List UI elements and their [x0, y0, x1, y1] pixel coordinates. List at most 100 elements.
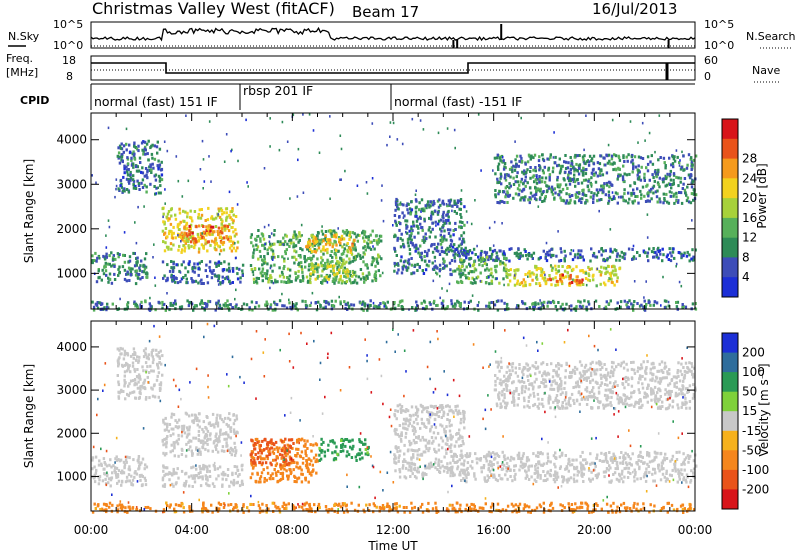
- echo-cell: [171, 449, 174, 453]
- echo-cell: [625, 155, 628, 159]
- echo-cell: [394, 456, 397, 460]
- echo-cell: [115, 473, 118, 477]
- echo-cell: [216, 230, 219, 233]
- echo-cell: [335, 248, 338, 252]
- echo-cell: [259, 480, 262, 484]
- echo-cell: [474, 281, 477, 285]
- echo-cell: [295, 480, 298, 484]
- echo-cell: [184, 454, 188, 458]
- echo-cell: [323, 277, 326, 281]
- echo-cell: [143, 476, 147, 480]
- echo-cell: [116, 475, 120, 479]
- noise-cell: [493, 220, 496, 224]
- noise-cell: [223, 160, 226, 163]
- echo-cell: [517, 247, 520, 251]
- echo-cell: [410, 238, 413, 242]
- echo-cell: [415, 219, 419, 223]
- echo-cell: [204, 433, 208, 436]
- echo-cell: [641, 157, 645, 160]
- echo-cell: [561, 265, 564, 268]
- echo-cell: [436, 410, 439, 414]
- echo-cell: [356, 453, 359, 457]
- echo-cell: [404, 422, 407, 426]
- echo-cell: [605, 153, 608, 157]
- noise-cell: [465, 210, 468, 213]
- noise-cell: [590, 185, 593, 188]
- echo-cell: [140, 170, 143, 174]
- echo-cell: [584, 162, 587, 166]
- echo-cell: [222, 211, 226, 215]
- echo-cell: [613, 283, 616, 287]
- echo-cell: [119, 458, 123, 462]
- echo-cell: [252, 277, 256, 281]
- echo-cell: [349, 260, 352, 264]
- echo-cell: [333, 273, 336, 277]
- echo-cell: [580, 249, 583, 253]
- echo-cell: [448, 445, 451, 449]
- echo-cell: [434, 209, 437, 213]
- echo-cell: [559, 247, 562, 251]
- echo-cell: [221, 281, 224, 285]
- echo-cell: [515, 254, 518, 258]
- echo-cell: [600, 198, 603, 201]
- echo-cell: [161, 439, 164, 443]
- echo-cell: [455, 440, 458, 444]
- echo-cell: [127, 190, 131, 194]
- echo-cell: [528, 270, 531, 274]
- echo-cell: [396, 262, 400, 266]
- echo-cell: [358, 234, 361, 237]
- noise-cell: [492, 169, 494, 172]
- echo-cell: [622, 156, 625, 160]
- echo-cell: [535, 273, 538, 277]
- echo-cell: [193, 304, 197, 308]
- echo-cell: [409, 475, 412, 478]
- echo-cell: [251, 466, 255, 470]
- echo-cell: [616, 467, 619, 471]
- echo-cell: [161, 207, 164, 211]
- echo-cell: [282, 267, 285, 271]
- echo-cell: [487, 268, 490, 272]
- echo-cell: [418, 208, 421, 212]
- noise-cell: [312, 129, 315, 132]
- echo-cell: [276, 450, 280, 454]
- echo-cell: [304, 444, 307, 448]
- echo-cell: [218, 304, 222, 308]
- echo-cell: [401, 466, 404, 470]
- echo-cell: [567, 265, 571, 268]
- echo-cell: [236, 480, 239, 484]
- echo-cell: [124, 458, 128, 462]
- echo-cell: [457, 432, 460, 435]
- echo-cell: [449, 471, 452, 474]
- echo-cell: [462, 420, 465, 424]
- echo-cell: [441, 215, 444, 218]
- echo-cell: [398, 434, 401, 438]
- echo-cell: [457, 265, 461, 268]
- echo-cell: [149, 163, 152, 167]
- echo-cell: [393, 261, 396, 265]
- echo-cell: [685, 254, 689, 258]
- echo-cell: [449, 243, 453, 247]
- echo-cell: [334, 299, 337, 303]
- echo-cell: [400, 255, 403, 259]
- echo-cell: [368, 272, 371, 276]
- echo-cell: [428, 301, 431, 305]
- echo-cell: [169, 222, 173, 226]
- noise-cell: [552, 156, 555, 159]
- echo-cell: [184, 241, 187, 245]
- echo-cell: [233, 418, 237, 422]
- echo-cell: [670, 163, 673, 167]
- echo-cell: [215, 416, 218, 420]
- echo-cell: [257, 451, 260, 455]
- echo-cell: [380, 239, 383, 243]
- noise-cell: [393, 264, 396, 268]
- echo-cell: [306, 466, 310, 470]
- echo-cell: [671, 250, 675, 254]
- echo-cell: [91, 261, 94, 265]
- echo-cell: [569, 198, 572, 202]
- echo-cell: [258, 477, 262, 481]
- freq-panel: Freq. [MHz] 18 8 60 0 Nave: [6, 52, 780, 83]
- echo-cell: [684, 191, 687, 195]
- echo-cell: [564, 254, 567, 258]
- echo-cell: [612, 195, 616, 199]
- echo-cell: [433, 265, 436, 269]
